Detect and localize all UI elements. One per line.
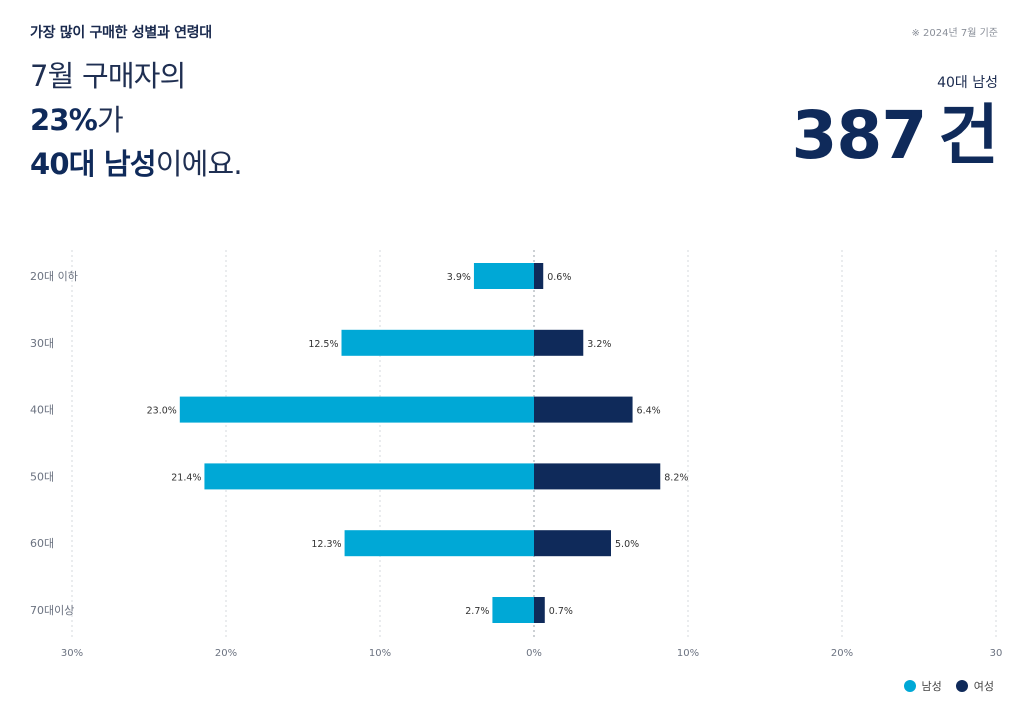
x-tick-label: 20% [831,648,853,659]
data-label-male: 12.5% [308,339,338,350]
kpi-unit: 건 [938,97,999,174]
data-label-female: 0.6% [547,272,571,283]
data-label-male: 23.0% [147,406,177,417]
data-label-male: 12.3% [311,539,341,550]
bar-male [341,329,534,356]
x-tick-label: 20% [215,648,237,659]
data-label-female: 6.4% [637,406,661,417]
headline-group: 40대 남성 [30,147,157,181]
bar-male [492,597,534,623]
headline-line1: 7월 구매자의 [30,59,186,93]
legend-item-female: 여성 [955,678,994,694]
bar-female [534,530,611,557]
headline-pct: 23% [30,103,98,137]
legend-item-male: 남성 [903,678,942,694]
bar-male [179,396,535,423]
bar-female [534,396,633,423]
kpi-label: 40대 남성 [937,75,998,91]
headline-line2: 23%가 [30,98,242,142]
legend-dot-male [903,680,916,692]
headline: 7월 구매자의 23%가 40대 남성이에요. [30,54,243,186]
x-tick-label: 10% [369,648,391,659]
data-label-female: 0.7% [549,606,573,617]
bar-female [534,463,661,490]
headline-line3: 40대 남성이에요. [30,142,243,186]
data-label-female: 5.0% [615,539,639,550]
category-label: 40대 [30,404,54,417]
bar-female [534,329,584,356]
category-label: 70대이상 [30,604,74,617]
headline-suffix: 이에요. [155,147,243,181]
date-basis: ※ 2024년 7월 기준 [911,28,998,39]
legend-label-male: 남성 [921,680,942,693]
x-tick-label: 30 [990,648,1003,659]
x-tick-label: 30% [61,648,83,659]
bar-male [344,530,534,557]
headline-pct-suffix: 가 [97,103,124,137]
category-label: 30대 [30,337,54,350]
bar-female [534,597,545,623]
category-label: 60대 [30,537,54,550]
data-label-female: 8.2% [664,472,688,483]
x-tick-label: 10% [677,648,699,659]
bar-male [473,263,534,289]
population-pyramid-chart: 30% 20% 10% 0% 10% 20% 30 20대 이하 3.9% 0.6% 30대 12.5… [30,250,1003,659]
bar-male [204,463,534,490]
legend-dot-female [955,680,968,692]
data-label-male: 2.7% [465,606,489,617]
section-title: 가장 많이 구매한 성별과 연령대 [30,25,212,41]
data-label-female: 3.2% [587,339,611,350]
x-tick-label: 0% [526,648,542,659]
chart-legend: 남성 여성 [890,678,994,694]
category-label: 20대 이하 [30,269,78,283]
legend-label-female: 여성 [973,680,994,693]
kpi-value: 387 건 [791,96,999,176]
kpi-number: 387 [791,97,927,174]
data-label-male: 21.4% [171,472,201,483]
data-label-male: 3.9% [447,272,471,283]
category-label: 50대 [30,470,54,483]
bar-female [534,263,544,289]
